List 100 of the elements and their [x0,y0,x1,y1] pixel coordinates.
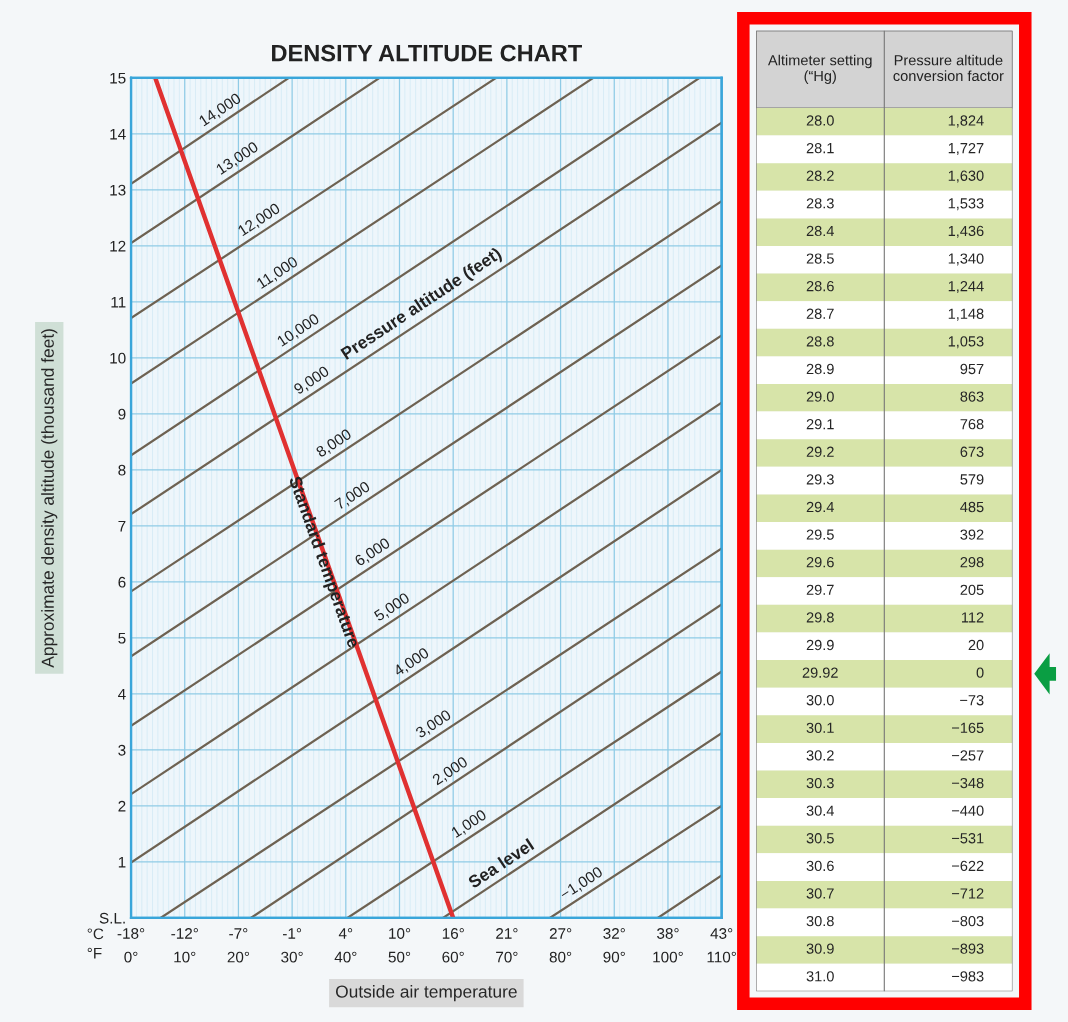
x2-tick-label: -18° [117,928,145,939]
x2-tick-label: 21° [496,928,518,939]
data-label: −531 [952,833,984,844]
x-axis-title: Outside air temperature [335,984,517,1002]
x2-tick-label: 10° [389,928,411,939]
category-label: 30.5 [806,833,834,844]
data-label: 1,148 [948,308,984,321]
category-label: 28.9 [806,363,834,375]
x2-tick-label: -1° [282,928,302,939]
x-tick-label: 90° [603,951,625,963]
y-tick-label: 9 [118,408,126,420]
category-label: 28.4 [806,225,834,237]
data-label: 298 [960,557,984,568]
data-label: 863 [960,391,984,402]
category-label: 28.5 [806,253,834,264]
data-label: −257 [952,750,984,761]
x2-tick-label: 32° [603,928,625,939]
data-label: 205 [960,584,984,595]
text: Altimeter setting (“Hg) [767,54,872,84]
data-label: 1,630 [948,170,984,183]
y-tick-label: 5 [118,632,126,644]
category-label: 30.9 [806,943,834,954]
data-label: −893 [952,943,984,954]
category-label: 30.6 [806,860,834,872]
data-label: 485 [960,501,984,513]
category-label: 30.8 [806,915,834,927]
y-tick-label: 2 [118,800,126,812]
data-label: 392 [960,529,984,540]
data-label: −165 [952,722,984,733]
x2-tick-label: 4° [338,928,353,939]
y-tick-label: 15 [110,72,126,84]
data-label: 673 [960,446,984,457]
category-label: 31.0 [806,971,834,982]
y-tick-label: 3 [118,744,126,756]
x-tick-label: 70° [496,951,518,963]
category-label: 29.2 [806,446,834,457]
category-label: 29.8 [806,612,834,623]
category-label: 28.7 [806,308,834,319]
category-label: 30.0 [806,695,834,706]
text: °C [87,928,104,940]
data-label: 1,053 [948,336,984,349]
data-label: −73 [960,695,984,706]
x2-tick-label: -12° [171,928,198,939]
category-label: 29.5 [806,529,834,540]
data-label: −803 [952,915,984,927]
category-label: 29.7 [806,584,834,595]
data-label: 768 [960,419,984,430]
x2-tick-label: 27° [549,928,572,939]
data-label: −348 [952,777,984,789]
y-tick-label: 13 [110,184,126,196]
data-label: −440 [952,805,984,816]
category-label: 28.1 [806,142,834,154]
category-label: 29.92 [802,667,838,678]
x2-tick-label: 16° [442,928,464,939]
y-tick-label: 14 [110,128,126,140]
category-label: 30.4 [806,805,834,816]
data-label: −712 [952,888,984,899]
category-label: 30.1 [806,722,834,733]
x2-tick-label: -7° [229,928,248,939]
category-label: 29.9 [806,639,834,651]
y-tick-label: 8 [118,464,126,476]
data-label: 579 [960,474,984,485]
x-tick-label: 50° [388,951,411,963]
data-label: 1,340 [948,253,984,266]
category-label: 28.0 [806,115,834,126]
category-label: 29.1 [806,419,834,430]
text: Pressure altitude conversion factor [893,54,1004,82]
x-tick-label: 80° [549,951,572,963]
x-tick-label: 60° [442,951,464,963]
data-label: 1,244 [948,280,984,294]
category-label: 29.6 [806,557,834,568]
y-tick-label: 7 [118,520,126,532]
x2-tick-label: 43° [710,928,733,939]
category-label: 29.4 [806,501,834,513]
y-tick-label: 10 [110,352,126,364]
data-label: −622 [952,860,984,872]
y-tick-label: 6 [118,576,126,588]
y-tick-label: S.L. [99,912,125,924]
text: °F [87,947,102,959]
data-label: 1,727 [948,142,984,155]
y-tick-label: 1 [118,856,126,868]
category-label: 30.2 [806,750,834,761]
x-tick-label: 20° [227,951,250,963]
category-label: 28.3 [806,198,834,209]
data-label: 1,824 [948,115,984,128]
category-label: 29.3 [806,474,834,485]
data-label: 1,533 [948,198,984,211]
y-tick-label: 11 [111,296,126,308]
y-axis-title: Approximate density altitude (thousand feet) [41,329,58,668]
category-label: 30.3 [806,777,834,789]
category-label: 28.8 [806,336,834,347]
category-label: 29.0 [806,391,834,402]
data-label: 20 [968,639,984,651]
x-tick-label: 40° [334,951,357,963]
x-tick-label: 10° [174,951,196,963]
category-label: 28.2 [806,170,834,181]
y-tick-label: 4 [118,688,126,700]
x-tick-label: 110° [707,951,736,963]
data-label: −983 [952,971,984,982]
data-label: 0 [976,667,984,678]
